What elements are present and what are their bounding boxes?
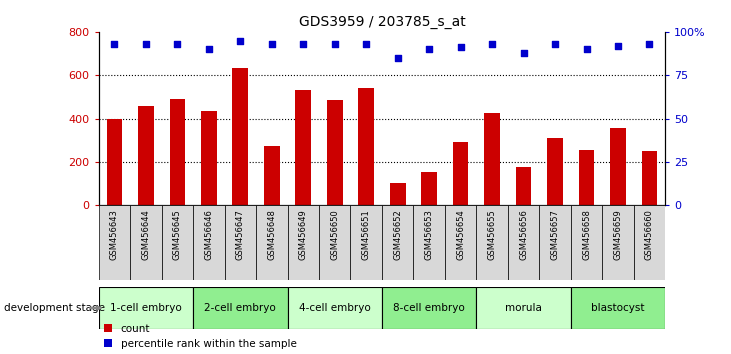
Bar: [264, 146, 280, 205]
Text: GSM456651: GSM456651: [362, 209, 371, 260]
Text: GSM456645: GSM456645: [173, 209, 182, 260]
Bar: [508, 205, 539, 280]
Bar: [256, 205, 287, 280]
Bar: [414, 205, 445, 280]
Point: [109, 41, 121, 47]
Bar: [350, 205, 382, 280]
Text: GSM456654: GSM456654: [456, 209, 465, 260]
Text: GSM456656: GSM456656: [519, 209, 528, 260]
Bar: [579, 150, 594, 205]
Bar: [634, 205, 665, 280]
Text: 2-cell embryo: 2-cell embryo: [205, 303, 276, 313]
Point: [455, 45, 466, 50]
Text: GSM456648: GSM456648: [268, 209, 276, 260]
Text: 4-cell embryo: 4-cell embryo: [299, 303, 371, 313]
Bar: [295, 90, 311, 205]
Bar: [224, 205, 256, 280]
Bar: [610, 129, 626, 205]
Bar: [99, 205, 130, 280]
Point: [172, 41, 183, 47]
Bar: [201, 111, 216, 205]
Point: [612, 43, 624, 48]
Text: GSM456644: GSM456644: [141, 209, 151, 260]
Bar: [477, 205, 508, 280]
Text: GSM456660: GSM456660: [645, 209, 654, 260]
Text: GSM456659: GSM456659: [613, 209, 623, 260]
Text: morula: morula: [505, 303, 542, 313]
Bar: [193, 287, 287, 329]
Bar: [539, 205, 571, 280]
Text: GSM456652: GSM456652: [393, 209, 402, 260]
Bar: [421, 172, 437, 205]
Text: 1-cell embryo: 1-cell embryo: [110, 303, 182, 313]
Point: [329, 41, 341, 47]
Text: GSM456650: GSM456650: [330, 209, 339, 260]
Bar: [571, 287, 665, 329]
Point: [643, 41, 655, 47]
Bar: [571, 205, 602, 280]
Bar: [107, 119, 122, 205]
Text: GSM456647: GSM456647: [236, 209, 245, 260]
Bar: [319, 205, 350, 280]
Text: GSM456657: GSM456657: [550, 209, 559, 260]
Bar: [477, 287, 571, 329]
Bar: [602, 205, 634, 280]
Point: [203, 46, 215, 52]
Legend: count, percentile rank within the sample: count, percentile rank within the sample: [104, 324, 297, 349]
Text: GSM456653: GSM456653: [425, 209, 433, 260]
Bar: [130, 205, 162, 280]
Bar: [382, 287, 477, 329]
Point: [140, 41, 152, 47]
Text: GSM456649: GSM456649: [299, 209, 308, 260]
Point: [266, 41, 278, 47]
Bar: [548, 138, 563, 205]
Point: [486, 41, 498, 47]
Bar: [99, 287, 193, 329]
Bar: [193, 205, 224, 280]
Point: [549, 41, 561, 47]
Bar: [138, 105, 154, 205]
Bar: [484, 113, 500, 205]
Text: GSM456658: GSM456658: [582, 209, 591, 260]
Point: [580, 46, 592, 52]
Bar: [170, 99, 185, 205]
Point: [518, 50, 529, 56]
Bar: [642, 151, 657, 205]
Bar: [382, 205, 414, 280]
Point: [298, 41, 309, 47]
Text: blastocyst: blastocyst: [591, 303, 645, 313]
Bar: [445, 205, 477, 280]
Bar: [452, 142, 469, 205]
Bar: [287, 287, 382, 329]
Text: GSM456643: GSM456643: [110, 209, 119, 260]
Bar: [390, 183, 406, 205]
Text: GSM456646: GSM456646: [205, 209, 213, 260]
Bar: [327, 100, 343, 205]
Point: [235, 38, 246, 44]
Text: 8-cell embryo: 8-cell embryo: [393, 303, 465, 313]
Text: development stage: development stage: [4, 303, 105, 313]
Point: [360, 41, 372, 47]
Bar: [515, 167, 531, 205]
Bar: [162, 205, 193, 280]
Bar: [287, 205, 319, 280]
Bar: [358, 88, 374, 205]
Point: [423, 46, 435, 52]
Bar: [232, 68, 249, 205]
Text: GSM456655: GSM456655: [488, 209, 496, 260]
Title: GDS3959 / 203785_s_at: GDS3959 / 203785_s_at: [298, 16, 466, 29]
Point: [392, 55, 404, 61]
